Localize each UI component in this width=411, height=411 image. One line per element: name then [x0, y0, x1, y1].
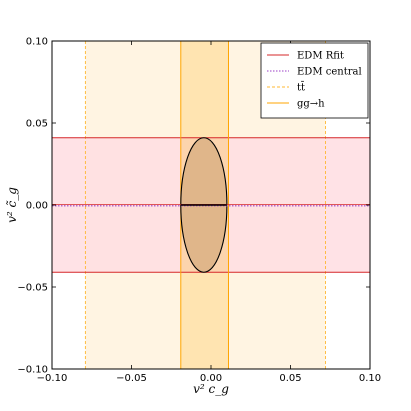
y-tick-label-0: −0.10 — [17, 365, 48, 376]
legend-label-1: EDM central — [297, 67, 362, 78]
x-tick-label-2: 0.00 — [200, 373, 222, 384]
plot-frame — [51, 40, 371, 370]
y-tick-label-1: −0.05 — [17, 283, 48, 294]
x-axis-label: v² c_g — [193, 382, 229, 396]
legend: EDM Rfit EDM central tt̄ gg→h — [260, 42, 369, 119]
legend-label-3: gg→h — [297, 99, 325, 110]
y-tick-label-3: 0.05 — [26, 119, 48, 130]
legend-label-0: EDM Rfit — [297, 51, 344, 62]
x-tick-label-1: −0.05 — [116, 373, 147, 384]
x-tick-label-3: 0.05 — [279, 373, 301, 384]
legend-label-2: tt̄ — [297, 81, 305, 93]
x-tick-label-0: −0.10 — [37, 373, 68, 384]
y-tick-label-4: 0.10 — [26, 37, 48, 48]
x-tick-label-4: 0.10 — [359, 373, 381, 384]
y-tick-label-2: 0.00 — [26, 201, 48, 212]
y-axis-label: v² c̃_g — [5, 187, 19, 223]
